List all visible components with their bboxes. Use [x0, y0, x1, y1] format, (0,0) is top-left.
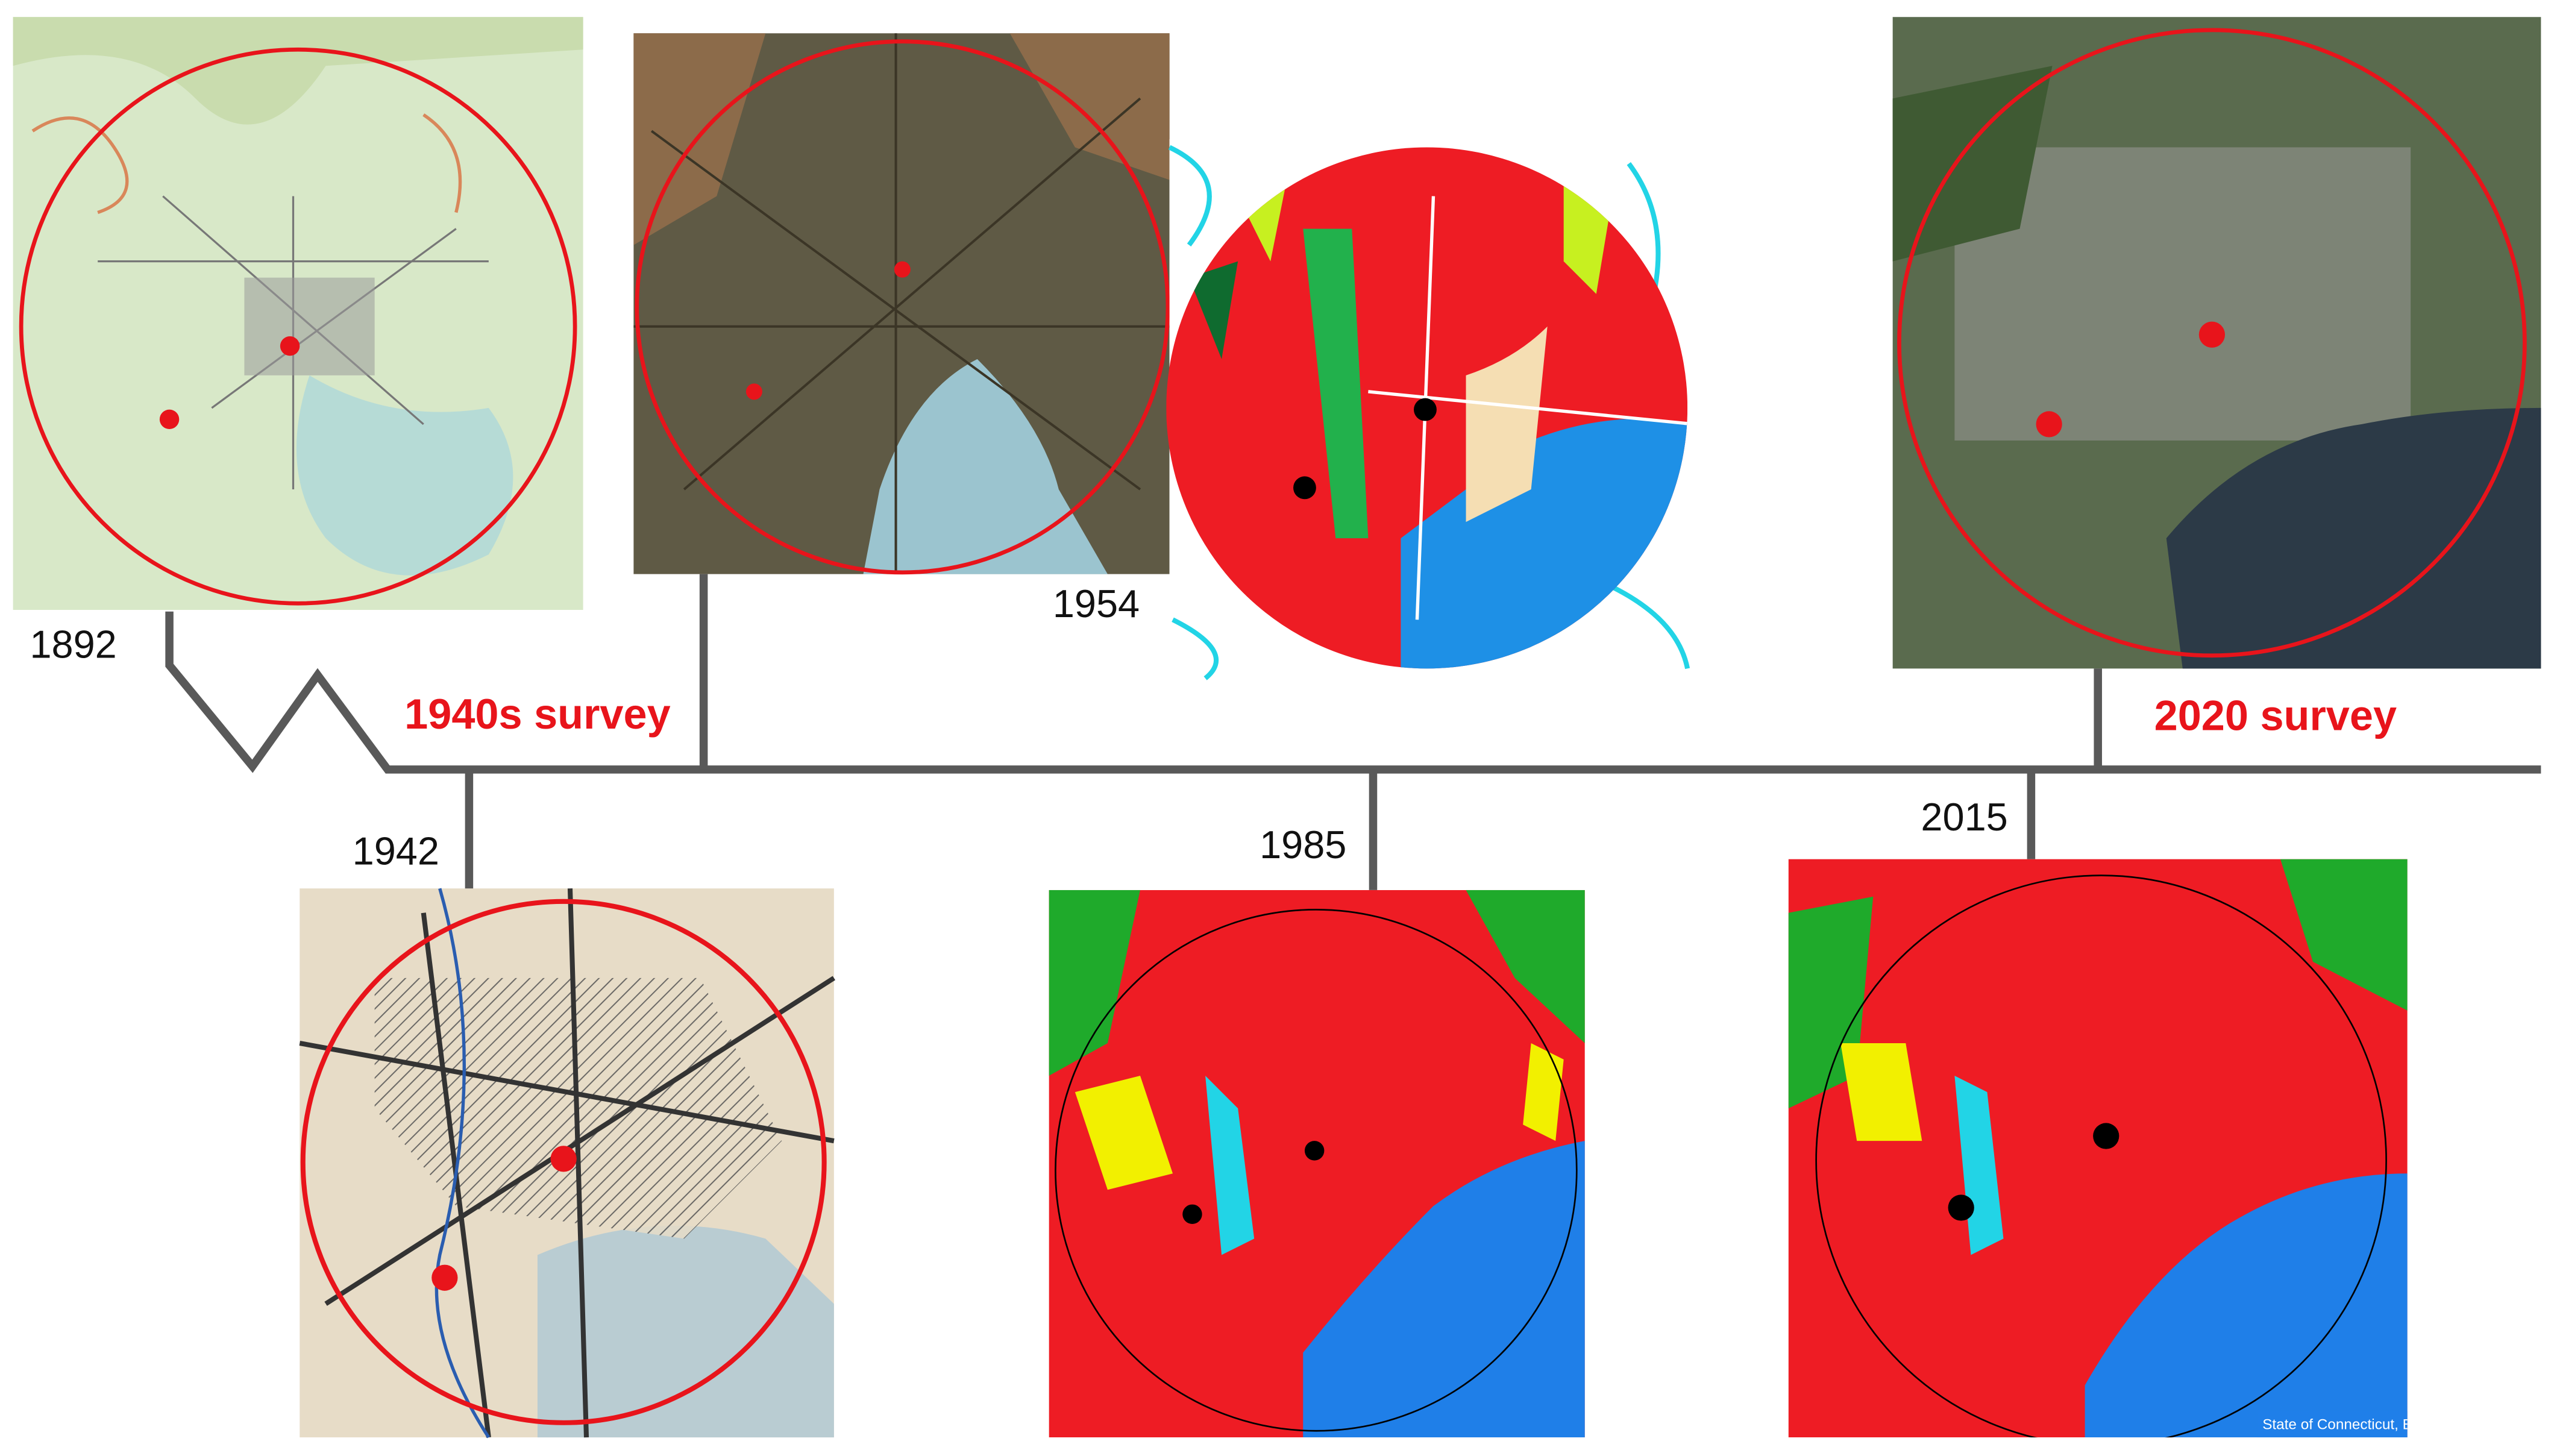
survey-label: 2020 survey: [2154, 692, 2397, 739]
timeline-axis: [165, 574, 2541, 890]
year-label: 1985: [1260, 823, 1346, 867]
year-label: 1942: [353, 829, 439, 873]
map-1954: [1166, 139, 1690, 680]
axis-line: [165, 611, 2541, 774]
map-2020: [1892, 17, 2541, 669]
year-label: 1892: [30, 622, 116, 666]
map-1942: [299, 888, 836, 1439]
map-2015: State of Connecticut, Earthst: [1788, 859, 2449, 1438]
survey-label: 1940s survey: [404, 690, 670, 738]
year-label: 2015: [1921, 795, 2007, 839]
map-1985: [1049, 890, 1585, 1438]
map-credit: State of Connecticut, Earthst: [2262, 1417, 2449, 1433]
year-label: 1954: [1053, 582, 1140, 626]
map-1892: [13, 17, 583, 610]
map-1940s: [633, 33, 1170, 575]
